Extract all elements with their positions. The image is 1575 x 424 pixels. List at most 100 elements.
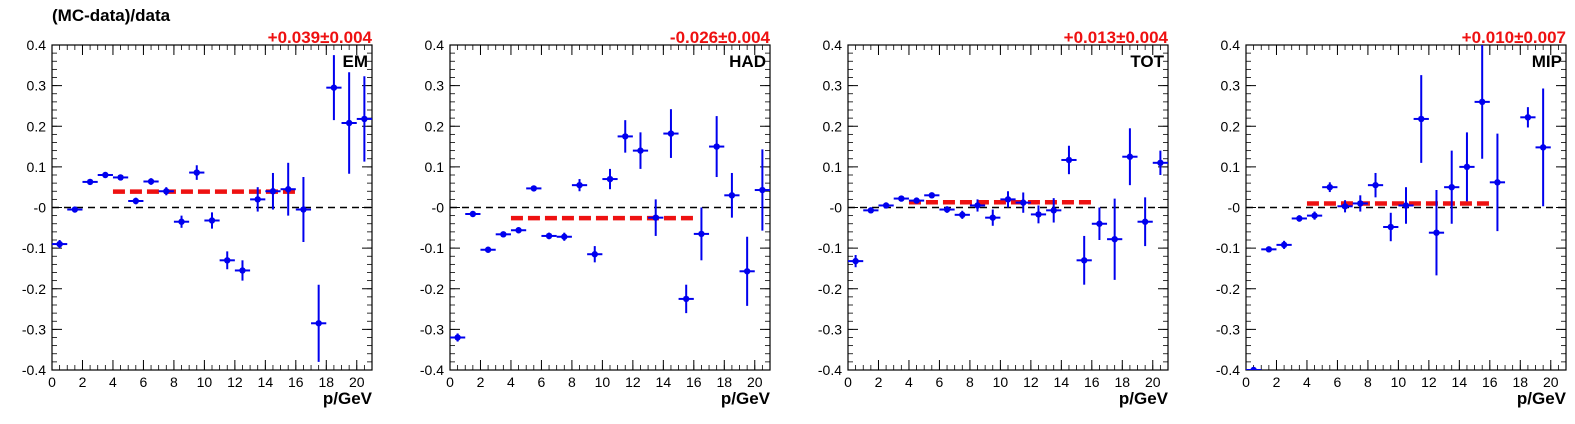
panel-tot: -0.4 -0.3 -0.2 -0.1 -0 0.1 0.2 0.3 0.4 0 2 4 6 8 10 12 1… [818, 28, 1169, 408]
x-tick-label: 16 [288, 374, 304, 390]
data-point [315, 320, 322, 327]
x-tick-label: 18 [1114, 374, 1130, 390]
data-point [330, 84, 338, 91]
x-tick-label: 16 [1084, 374, 1100, 390]
data-point [300, 206, 307, 213]
data-point [345, 119, 353, 127]
data-point [576, 181, 583, 189]
data-point [591, 251, 598, 258]
x-tick-label: 12 [625, 374, 641, 390]
data-points [848, 128, 1168, 285]
data-point [1478, 98, 1486, 106]
data-point [1111, 235, 1118, 243]
y-tick-label: -0 [432, 200, 445, 216]
data-point [1311, 212, 1318, 219]
data-point [239, 267, 246, 274]
data-point [545, 232, 553, 240]
data-point [959, 211, 966, 219]
x-axis-label: p/GeV [323, 389, 373, 408]
data-point [484, 246, 492, 253]
data-point [454, 334, 461, 341]
x-tick-label: 14 [258, 374, 274, 390]
y-tick-label: -0.4 [818, 362, 842, 378]
x-tick-label: 6 [936, 374, 944, 390]
y-tick-label: -0 [830, 200, 843, 216]
x-tick-label: 12 [227, 374, 243, 390]
x-tick-label: 6 [140, 374, 148, 390]
x-tick-label: 16 [686, 374, 702, 390]
x-tick-label: 18 [1512, 374, 1528, 390]
x-tick-label: 14 [1452, 374, 1468, 390]
data-point [56, 240, 63, 248]
y-tick-label: 0.2 [1221, 118, 1241, 134]
data-point [469, 210, 477, 218]
data-point [1096, 220, 1103, 227]
y-tick-label: 0.3 [823, 78, 843, 94]
x-tick-label: 8 [966, 374, 974, 390]
y-tick-label: 0.2 [823, 118, 843, 134]
x-axis-label: p/GeV [1517, 389, 1567, 408]
x-tick-label: 20 [349, 374, 365, 390]
y-tick-label: -0.1 [1216, 240, 1240, 256]
data-point [1524, 114, 1532, 121]
data-point [1157, 159, 1164, 167]
data-point [682, 295, 690, 303]
data-point [1341, 203, 1349, 210]
fit-annotation: +0.013±0.004 [1064, 28, 1169, 47]
data-point [1265, 246, 1273, 253]
figure-title: (MC-data)/data [52, 6, 171, 25]
x-tick-label: 12 [1023, 374, 1039, 390]
y-tick-label: -0.1 [22, 240, 46, 256]
data-point [667, 130, 675, 137]
data-point [71, 206, 79, 213]
data-point [1280, 241, 1288, 249]
x-axis-label: p/GeV [1119, 389, 1169, 408]
data-point [1326, 183, 1334, 191]
data-point [1539, 144, 1547, 151]
x-tick-label: 4 [905, 374, 913, 390]
x-axis-label: p/GeV [721, 389, 771, 408]
data-point [254, 196, 261, 203]
y-tick-label: 0.3 [425, 78, 445, 94]
data-point [117, 174, 124, 181]
panel-label: TOT [1130, 52, 1164, 71]
x-tick-label: 20 [1145, 374, 1161, 390]
data-point [1494, 179, 1501, 186]
y-tick-label: 0.4 [823, 37, 843, 53]
x-tick-label: 2 [1273, 374, 1281, 390]
x-tick-label: 0 [446, 374, 454, 390]
data-point [1448, 183, 1455, 191]
x-tick-label: 18 [716, 374, 732, 390]
x-tick-label: 4 [1303, 374, 1311, 390]
data-point [713, 143, 720, 150]
y-tick-label: -0.1 [420, 240, 444, 256]
data-point [728, 192, 736, 199]
y-tick-label: -0.2 [420, 281, 444, 297]
x-tick-label: 6 [1334, 374, 1342, 390]
x-tick-label: 4 [507, 374, 515, 390]
x-tick-label: 20 [747, 374, 763, 390]
y-tick-label: 0.3 [27, 78, 47, 94]
x-tick-label: 14 [656, 374, 672, 390]
data-point [500, 231, 507, 238]
data-point [284, 186, 292, 193]
x-tick-label: 10 [993, 374, 1009, 390]
data-point [1141, 218, 1149, 225]
y-tick-label: -0.4 [420, 362, 444, 378]
data-point [898, 195, 905, 202]
data-point [989, 214, 996, 221]
x-tick-label: 10 [595, 374, 611, 390]
x-tick-label: 18 [318, 374, 334, 390]
data-points [450, 109, 770, 342]
y-tick-label: 0.1 [823, 159, 843, 175]
data-point [224, 257, 231, 264]
data-point [852, 257, 859, 265]
y-tick-label: 0.2 [425, 118, 445, 134]
x-tick-label: 14 [1054, 374, 1070, 390]
data-point [1050, 207, 1057, 214]
data-point [86, 178, 94, 186]
data-point [622, 133, 629, 140]
x-tick-label: 0 [844, 374, 852, 390]
data-point [163, 188, 170, 195]
